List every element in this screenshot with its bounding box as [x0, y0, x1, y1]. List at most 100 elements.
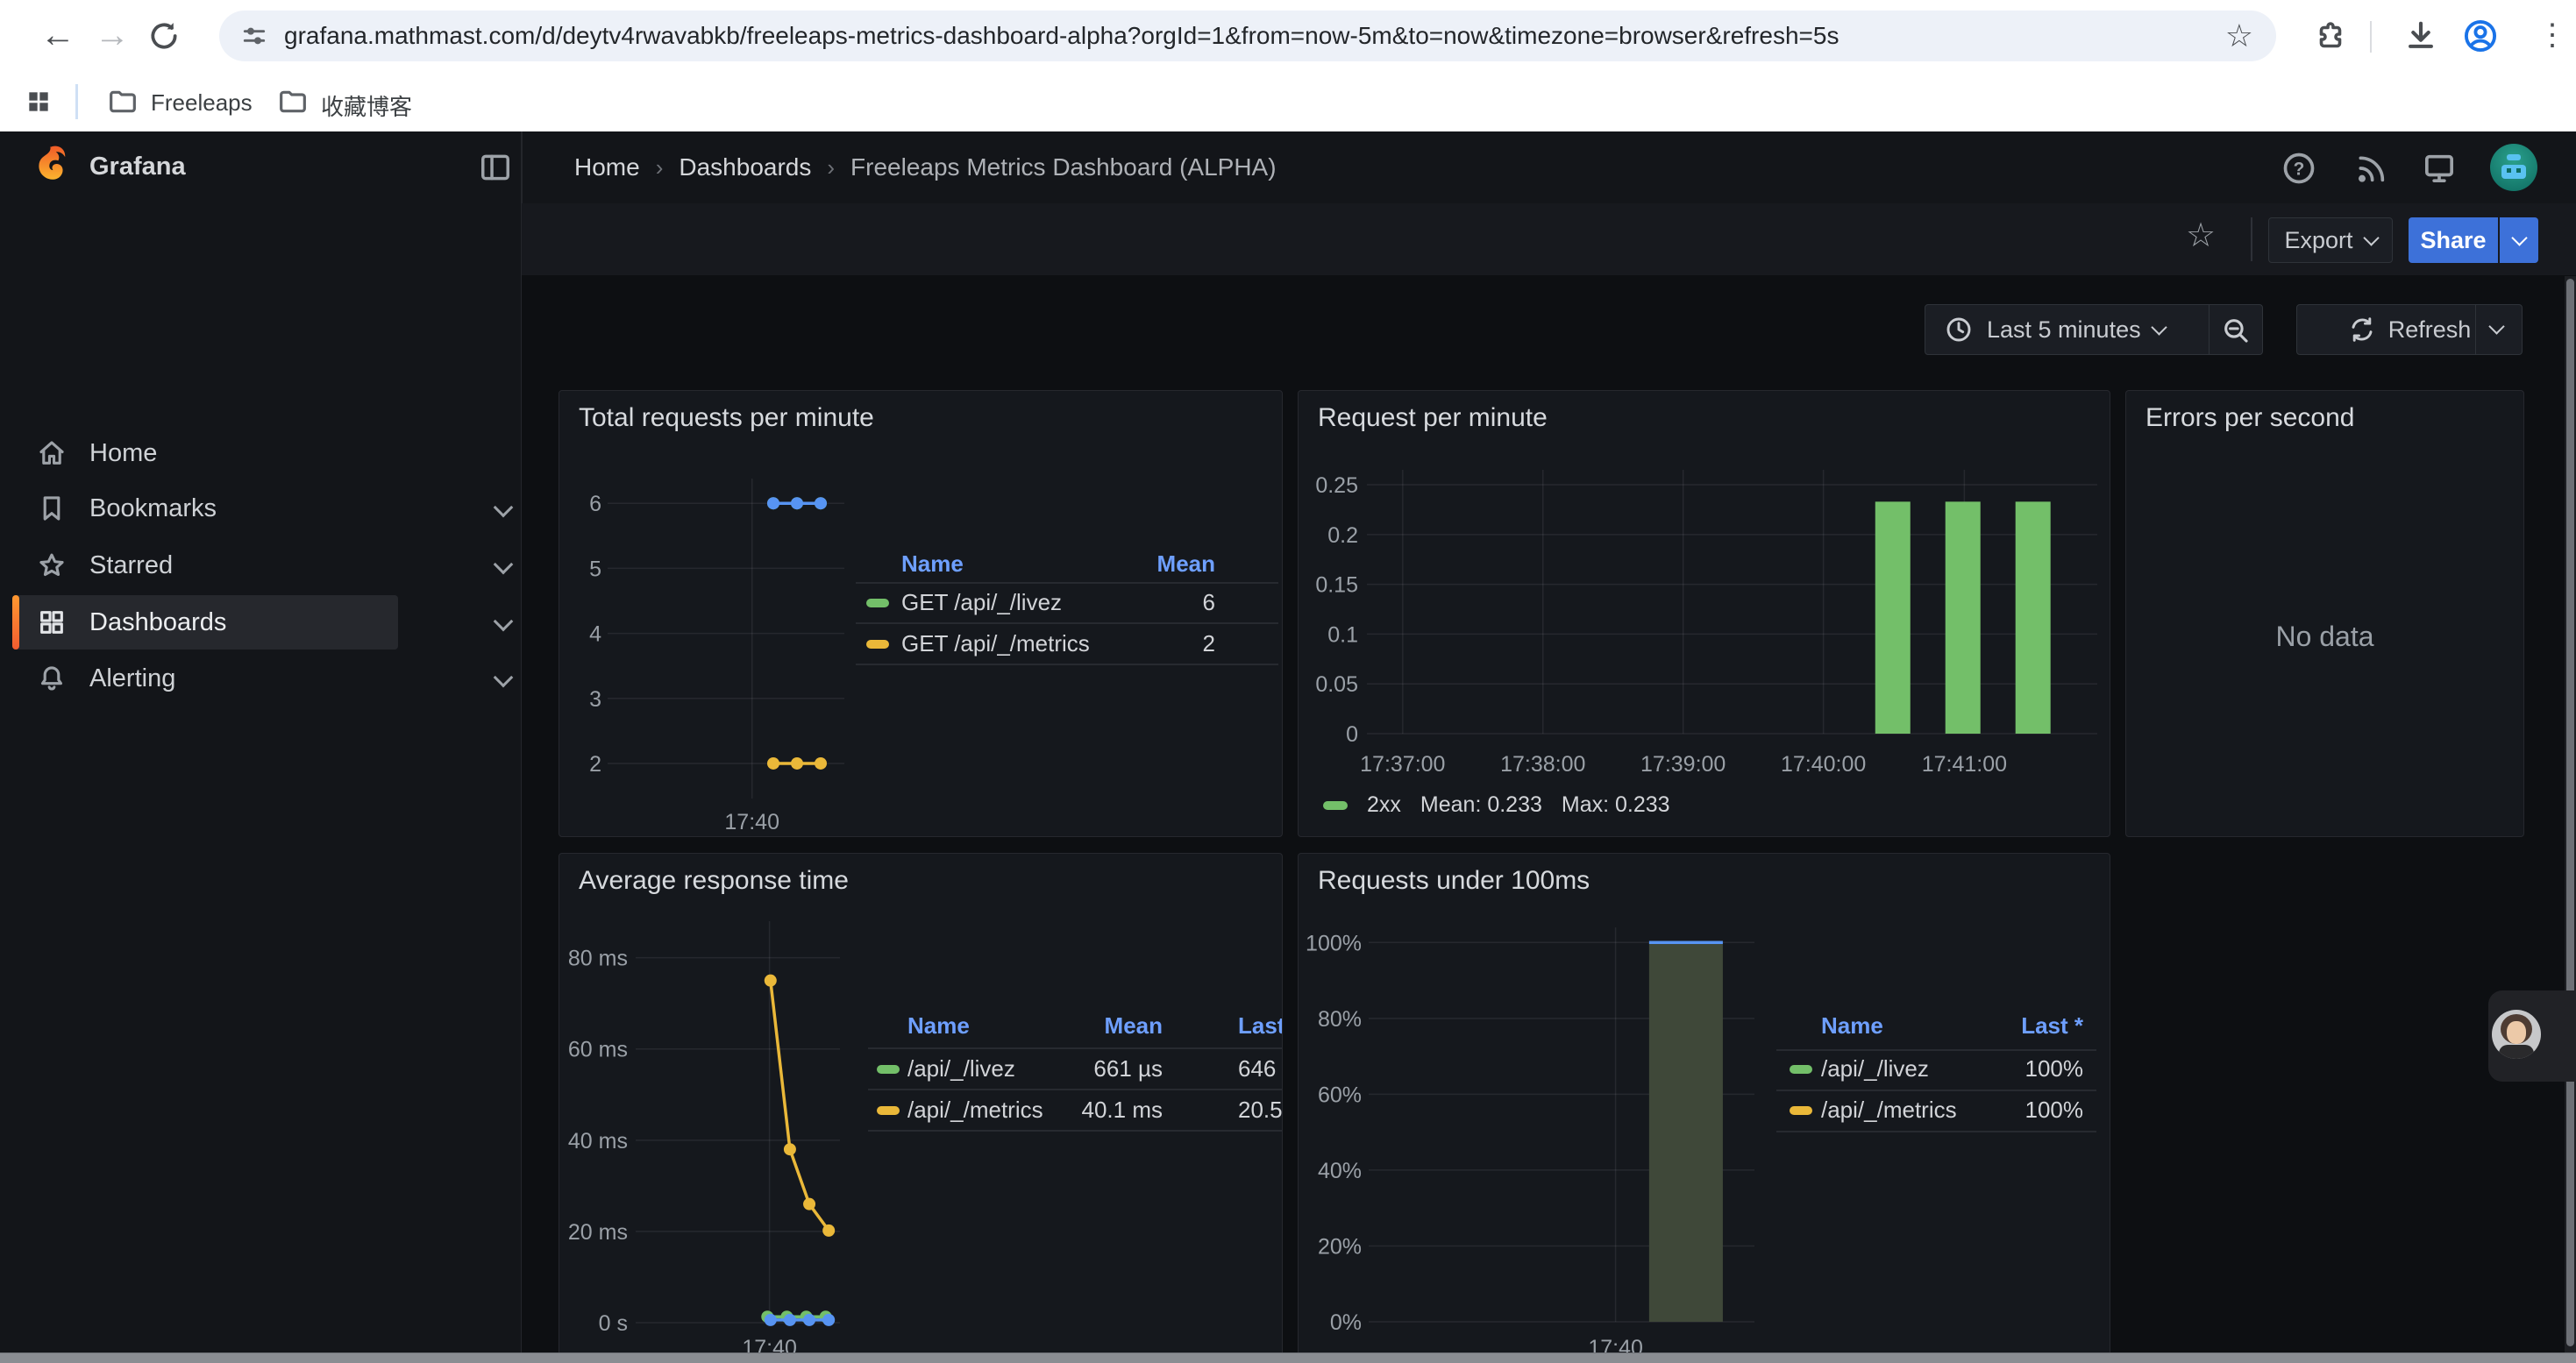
apps-grid-icon[interactable] — [25, 88, 53, 116]
svg-text:0%: 0% — [1330, 1310, 1362, 1335]
panel-title[interactable]: Errors per second — [2145, 403, 2354, 433]
sidebar-item-label: Home — [89, 439, 157, 468]
breadcrumb-current: Freeleaps Metrics Dashboard (ALPHA) — [850, 153, 1277, 181]
chevron-down-icon[interactable] — [494, 668, 514, 688]
table-cell-value: 20.5 ms — [1238, 1097, 1282, 1124]
table-row-name[interactable]: /api/_/metrics — [907, 1097, 1043, 1124]
table-separator — [856, 582, 1278, 584]
downloads-icon[interactable] — [2404, 19, 2437, 53]
svg-text:17:37:00: 17:37:00 — [1360, 752, 1445, 777]
back-icon[interactable]: ← — [40, 18, 75, 53]
horizontal-scrollbar[interactable] — [0, 1352, 2576, 1363]
table-separator — [1776, 1049, 2096, 1051]
svg-text:6: 6 — [589, 492, 601, 516]
svg-text:0.15: 0.15 — [1315, 573, 1358, 598]
refresh-icon — [2348, 316, 2376, 344]
table-header-mean[interactable]: Mean — [1105, 1012, 1163, 1040]
table-separator — [868, 1130, 1282, 1132]
svg-text:100%: 100% — [1306, 931, 1362, 955]
sidebar-item-starred[interactable]: Starred — [12, 538, 398, 593]
table-row-name[interactable]: GET /api/_/metrics — [901, 630, 1090, 657]
share-label: Share — [2420, 227, 2486, 254]
sidebar-item-home[interactable]: Home — [12, 426, 398, 480]
legend-mean: Mean: 0.233 — [1420, 792, 1542, 818]
toolbar-divider — [2251, 217, 2252, 261]
browser-toolbar: ← → grafana.mathmast.com/d/deytv4rwavabk… — [0, 0, 2576, 72]
svg-text:40 ms: 40 ms — [568, 1129, 628, 1154]
refresh-button[interactable]: Refresh — [2296, 304, 2523, 355]
panel-average-response-time: Average response time 80 ms60 ms40 ms20 … — [559, 853, 1283, 1362]
breadcrumb: Home › Dashboards › Freeleaps Metrics Da… — [574, 153, 1277, 181]
share-menu-button[interactable] — [2500, 217, 2538, 263]
table-header-name[interactable]: Name — [901, 550, 964, 578]
sidebar-item-dashboards[interactable]: Dashboards — [12, 595, 398, 650]
chevron-down-icon — [2363, 230, 2379, 245]
chevron-down-icon[interactable] — [494, 555, 514, 575]
bookmark-folder-freeleaps[interactable]: Freeleaps — [151, 89, 253, 117]
table-row-name[interactable]: /api/_/livez — [907, 1055, 1015, 1083]
table-header-last[interactable]: Last — [1238, 1012, 1282, 1040]
refresh-label: Refresh — [2388, 316, 2472, 344]
kiosk-monitor-icon[interactable] — [2422, 151, 2457, 186]
table-header-name[interactable]: Name — [907, 1012, 970, 1040]
svg-text:?: ? — [2294, 160, 2305, 180]
svg-text:0.2: 0.2 — [1327, 523, 1358, 548]
svg-text:5: 5 — [589, 557, 601, 581]
chevron-down-icon[interactable] — [494, 498, 514, 518]
bookmark-star-icon[interactable]: ☆ — [2225, 18, 2253, 54]
svg-text:80%: 80% — [1318, 1007, 1362, 1032]
share-button[interactable]: Share — [2409, 217, 2498, 263]
url-bar[interactable]: grafana.mathmast.com/d/deytv4rwavabkb/fr… — [219, 11, 2276, 61]
table-row-name[interactable]: /api/_/metrics — [1821, 1097, 1957, 1124]
table-header-name[interactable]: Name — [1821, 1012, 1883, 1040]
site-settings-icon[interactable] — [240, 22, 268, 50]
export-button[interactable]: Export — [2268, 217, 2393, 263]
bookmark-folder-blogs[interactable]: 收藏博客 — [321, 89, 412, 122]
reload-icon[interactable] — [147, 19, 181, 53]
assistant-avatar[interactable] — [2492, 1010, 2541, 1059]
time-range-picker[interactable]: Last 5 minutes — [1925, 304, 2263, 355]
grafana-logo[interactable] — [26, 144, 72, 189]
table-cell-value: 6 — [1203, 589, 1215, 616]
breadcrumb-dashboards[interactable]: Dashboards — [679, 153, 811, 181]
zoom-out-icon[interactable] — [2221, 316, 2251, 345]
panel-total-requests-per-minute: Total requests per minute 6543217:40 Nam… — [559, 390, 1283, 837]
favorite-star-icon[interactable]: ☆ — [2186, 216, 2216, 255]
legend-table: NameLast */api/_/livez100%/api/_/metrics… — [1776, 931, 2096, 1132]
help-icon[interactable]: ? — [2281, 151, 2316, 186]
menu-icon[interactable]: ⋮ — [2537, 18, 2567, 53]
extensions-icon[interactable] — [2315, 21, 2346, 53]
table-cell-value: 661 µs — [1093, 1055, 1163, 1083]
table-header-last[interactable]: Last * — [2021, 1012, 2083, 1040]
svg-text:4: 4 — [589, 622, 601, 647]
sidebar-item-alerting[interactable]: Alerting — [12, 651, 398, 706]
table-cell-value: 40.1 ms — [1082, 1097, 1163, 1124]
grafana-brand[interactable]: Grafana — [89, 153, 186, 181]
breadcrumb-home[interactable]: Home — [574, 153, 640, 181]
vertical-scrollbar-thumb[interactable] — [2566, 279, 2574, 1346]
news-rss-icon[interactable] — [2353, 151, 2388, 186]
bookmarks-divider — [75, 84, 78, 119]
forward-icon[interactable]: → — [95, 18, 130, 53]
toggle-sidebar-icon[interactable] — [479, 151, 512, 184]
sidebar-item-bookmarks[interactable]: Bookmarks — [12, 481, 398, 536]
table-row-name[interactable]: /api/_/livez — [1821, 1055, 1929, 1083]
svg-text:20 ms: 20 ms — [568, 1220, 628, 1245]
table-header-mean[interactable]: Mean — [1157, 550, 1215, 578]
svg-text:17:41:00: 17:41:00 — [1922, 752, 2007, 777]
svg-text:17:40: 17:40 — [724, 810, 779, 834]
toolbar-divider — [2370, 21, 2372, 53]
profile-icon[interactable] — [2462, 18, 2499, 54]
table-row-name[interactable]: GET /api/_/livez — [901, 589, 1062, 616]
time-range-label: Last 5 minutes — [1987, 316, 2141, 344]
panel-request-per-minute: Request per minute 0.250.20.150.10.05017… — [1298, 390, 2110, 837]
breadcrumb-separator: › — [827, 154, 835, 181]
legend-max: Max: 0.233 — [1562, 792, 1670, 818]
table-separator — [868, 1047, 1282, 1049]
chevron-down-icon[interactable] — [494, 612, 514, 632]
chevron-down-icon[interactable] — [2488, 318, 2504, 334]
sidebar-item-label: Alerting — [89, 664, 175, 693]
url-text[interactable]: grafana.mathmast.com/d/deytv4rwavabkb/fr… — [284, 22, 2225, 50]
user-avatar[interactable] — [2490, 144, 2537, 191]
legend-series-name[interactable]: 2xx — [1367, 792, 1401, 818]
